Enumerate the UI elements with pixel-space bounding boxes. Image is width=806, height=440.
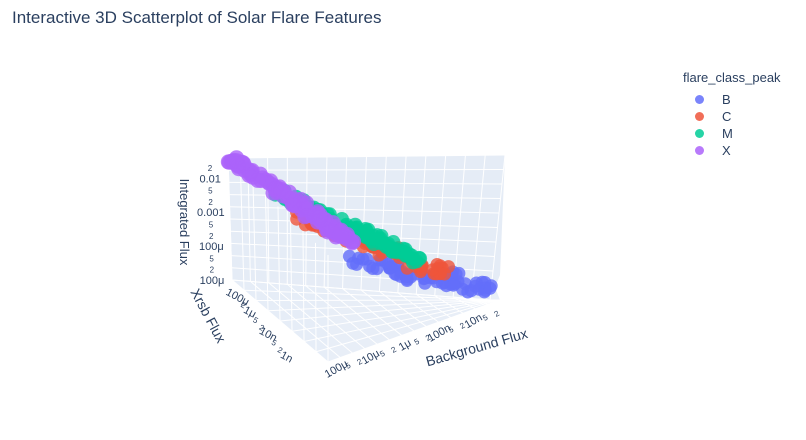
data-point[interactable] [346, 256, 360, 270]
grid-line [250, 281, 341, 358]
data-point[interactable] [430, 258, 444, 271]
tick-label: 5 [378, 349, 387, 359]
tick-label: 2 [208, 164, 213, 173]
data-point[interactable] [386, 242, 401, 257]
z-axis-label: Integrated Flux [177, 179, 192, 266]
data-point[interactable] [399, 248, 414, 263]
grid-line [452, 296, 476, 310]
grid-line [305, 285, 378, 345]
data-point[interactable] [384, 260, 398, 274]
data-point[interactable] [413, 251, 428, 266]
legend-item-b[interactable]: B [683, 91, 781, 108]
floor [232, 275, 500, 362]
tick-label: 2 [355, 357, 364, 367]
tick-label: 2 [493, 309, 502, 319]
tick-label: 5 [270, 338, 279, 348]
tick-label: 100μ [200, 275, 225, 287]
tick-label: 5 [251, 315, 260, 325]
tick-label: 5 [209, 254, 214, 263]
data-point[interactable] [235, 155, 251, 171]
grid-line [416, 293, 452, 319]
tick-label: 1μ [397, 337, 414, 354]
grid-line [227, 157, 233, 281]
tick-label: 1μ [241, 304, 258, 320]
grid-line [290, 218, 293, 332]
data-point[interactable] [312, 209, 328, 225]
data-point[interactable] [366, 262, 380, 275]
grid-line [286, 283, 366, 350]
grid-line [360, 289, 415, 332]
legend-label-x: X [722, 143, 731, 158]
grid-line [240, 170, 245, 291]
tick-label: 5 [413, 337, 422, 347]
tick-label: 5 [481, 313, 490, 323]
grid-line [229, 206, 500, 214]
grid-line [228, 169, 504, 171]
data-point[interactable] [333, 229, 349, 245]
legend-title: flare_class_peak [683, 70, 781, 85]
legend-label-c: C [722, 109, 732, 124]
tick-label: 1n [278, 349, 294, 365]
grid-line [252, 182, 257, 301]
legend-marker-m [695, 129, 704, 138]
data-point[interactable] [299, 208, 315, 224]
tick-label: 5 [344, 361, 353, 371]
data-point[interactable] [241, 167, 257, 183]
legend-item-c[interactable]: C [683, 108, 781, 125]
legend: flare_class_peak B C M X [683, 70, 781, 159]
grid-line [323, 286, 390, 341]
tick-label: 0.001 [197, 207, 225, 219]
data-point[interactable] [276, 183, 292, 199]
legend-label-m: M [722, 126, 733, 141]
tick-label: 2 [239, 300, 248, 310]
tick-label: 100μ [199, 241, 224, 253]
grid-line [277, 206, 281, 322]
legend-marker-b [695, 95, 704, 104]
tick-label: 2 [424, 333, 433, 343]
data-point[interactable] [483, 281, 497, 295]
series-b [342, 249, 498, 299]
tick-label: 2 [209, 232, 214, 241]
data-point[interactable] [299, 195, 314, 211]
grid-line [471, 298, 488, 305]
tick-label: 0.01 [199, 173, 220, 185]
grid-line [265, 194, 269, 311]
data-point[interactable] [464, 284, 478, 298]
data-point[interactable] [438, 267, 452, 281]
legend-label-b: B [722, 92, 731, 107]
grid-line [227, 154, 506, 159]
chart-title: Interactive 3D Scatterplot of Solar Flar… [12, 8, 382, 27]
data-point[interactable] [356, 227, 371, 242]
grid-line [397, 292, 439, 323]
tick-label: 2 [258, 323, 267, 333]
tick-label: 5 [447, 325, 456, 335]
grid-line [379, 291, 427, 327]
grid-line [342, 288, 403, 336]
legend-marker-c [695, 112, 704, 121]
tick-label: 2 [458, 321, 467, 331]
tick-label: 5 [209, 221, 214, 230]
grid-line [302, 230, 305, 342]
legend-item-m[interactable]: M [683, 125, 781, 142]
tick-label: 2 [276, 345, 285, 355]
legend-item-x[interactable]: X [683, 142, 781, 159]
tick-label: 2 [390, 345, 399, 355]
data-points [220, 150, 498, 299]
tick-label: 2 [208, 198, 213, 207]
tick-label: 2 [210, 266, 215, 275]
y-axis-label: Xrsb Flux [187, 286, 229, 346]
data-point[interactable] [446, 278, 460, 292]
series-x [220, 150, 362, 251]
legend-marker-x [695, 146, 704, 155]
data-point[interactable] [284, 197, 300, 213]
tick-label: 5 [208, 187, 213, 196]
data-point[interactable] [374, 235, 389, 250]
grid-line [268, 282, 353, 354]
grid-line [315, 242, 317, 352]
grid-line [434, 295, 464, 314]
